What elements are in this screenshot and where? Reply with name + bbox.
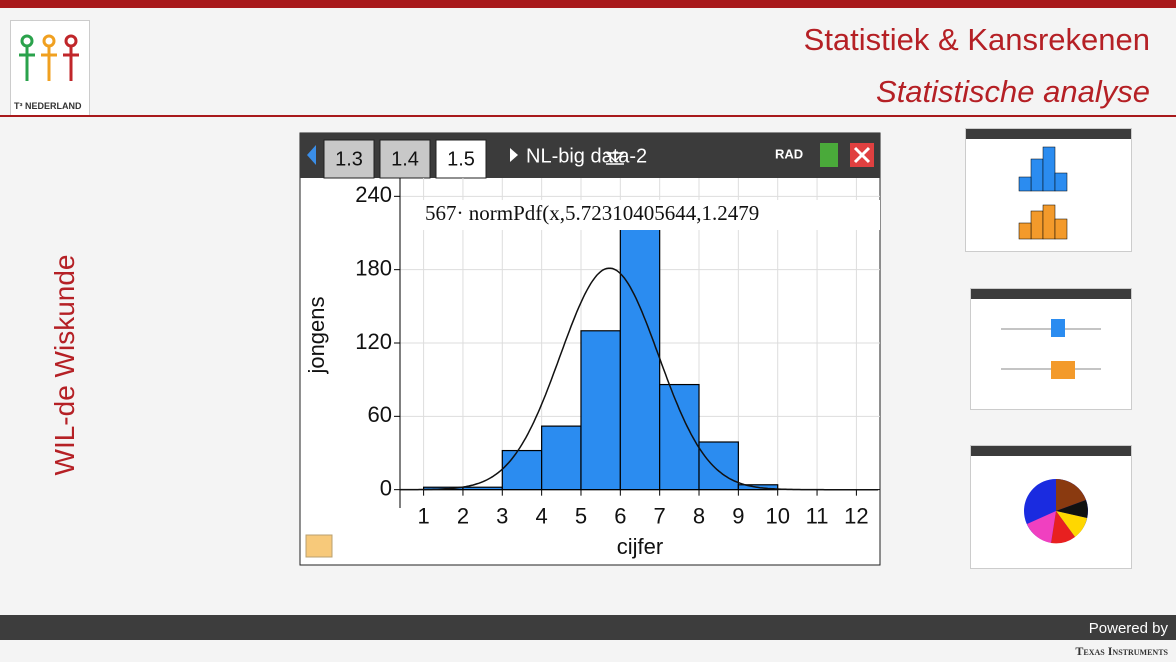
curve-label: 567· normPdf(x,5.72310405644,1.2479 xyxy=(425,201,759,225)
x-tick-label: 12 xyxy=(844,503,868,528)
x-tick-label: 10 xyxy=(765,503,789,528)
powered-by: Powered by xyxy=(1089,620,1168,637)
x-tick-label: 3 xyxy=(496,503,508,528)
table-icon[interactable] xyxy=(306,535,332,557)
battery xyxy=(820,143,838,167)
page: T³ NEDERLAND Statistiek & Kansrekenen St… xyxy=(0,0,1176,662)
x-tick-label: 8 xyxy=(693,503,705,528)
thumb-plot xyxy=(966,139,1131,249)
x-tick-label: 7 xyxy=(654,503,666,528)
y-tick-label: 120 xyxy=(355,329,392,354)
thumbnail-boxplots[interactable] xyxy=(970,288,1132,410)
thumb-plot xyxy=(971,456,1131,566)
tab-label: 1.5 xyxy=(447,148,475,170)
bar xyxy=(620,221,659,490)
footer-bar xyxy=(0,615,1176,640)
y-tick-label: 60 xyxy=(368,402,392,427)
tab-label: 1.3 xyxy=(335,148,363,170)
thumb-plot xyxy=(971,299,1131,409)
document-name: NL-big data-2 xyxy=(526,145,647,167)
x-tick-label: 9 xyxy=(732,503,744,528)
y-tick-label: 180 xyxy=(355,255,392,280)
thumbnail-histograms[interactable] xyxy=(965,128,1132,252)
x-tick-label: 11 xyxy=(806,503,829,528)
x-tick-label: 1 xyxy=(417,503,429,528)
bar xyxy=(502,451,541,490)
tab-label: 1.4 xyxy=(391,148,419,170)
y-tick-label: 240 xyxy=(355,182,392,207)
ti-brand: Texas Instruments xyxy=(1075,644,1168,659)
x-tick-label: 5 xyxy=(575,503,587,528)
thumbnail-pie[interactable] xyxy=(970,445,1132,569)
bar xyxy=(581,331,620,490)
x-tick-label: 4 xyxy=(536,503,548,528)
x-tick-label: 2 xyxy=(457,503,469,528)
bar xyxy=(542,426,581,490)
y-tick-label: 0 xyxy=(380,475,392,500)
x-tick-label: 6 xyxy=(614,503,626,528)
angle-mode: RAD xyxy=(775,146,803,161)
bar xyxy=(699,442,738,490)
x-axis-label: cijfer xyxy=(617,534,663,559)
y-axis-label: jongens xyxy=(304,296,329,374)
